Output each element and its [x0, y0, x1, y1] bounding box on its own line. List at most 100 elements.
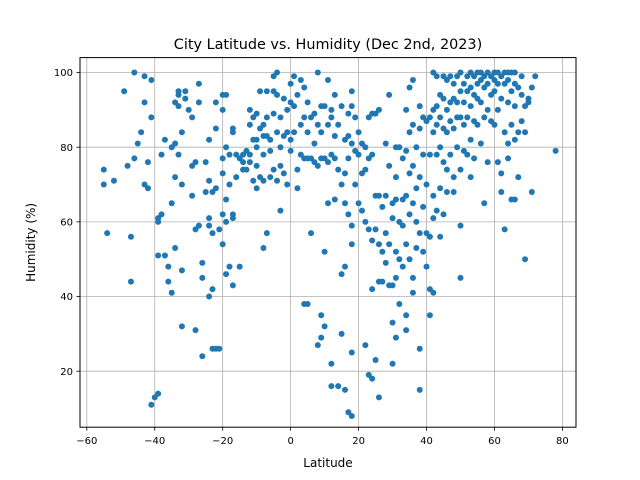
- data-point: [494, 159, 501, 166]
- data-point: [311, 140, 318, 147]
- data-point: [144, 159, 151, 166]
- data-point: [491, 88, 498, 95]
- data-point: [508, 121, 515, 128]
- data-point: [413, 185, 420, 192]
- data-point: [185, 106, 192, 113]
- data-point: [518, 73, 525, 80]
- data-point: [192, 327, 199, 334]
- data-point: [243, 166, 250, 173]
- data-point: [440, 95, 447, 102]
- data-point: [236, 263, 243, 270]
- data-point: [246, 106, 253, 113]
- data-point: [386, 241, 393, 248]
- data-point: [406, 84, 413, 91]
- data-point: [148, 77, 155, 83]
- data-point: [148, 401, 155, 408]
- data-point: [294, 91, 301, 98]
- data-point: [246, 121, 253, 128]
- y-tick-label: 100: [54, 68, 73, 79]
- data-point: [209, 230, 216, 237]
- data-point: [399, 222, 406, 229]
- data-point: [505, 140, 512, 147]
- data-point: [338, 330, 345, 337]
- data-point: [508, 88, 515, 95]
- data-point: [430, 215, 437, 222]
- data-point: [481, 114, 488, 121]
- data-point: [392, 174, 399, 181]
- data-point: [138, 129, 145, 136]
- data-point: [287, 80, 294, 87]
- data-point: [522, 129, 529, 136]
- data-point: [229, 129, 236, 136]
- data-point: [430, 129, 437, 136]
- data-point: [325, 159, 331, 166]
- x-tick-label: 0: [287, 436, 293, 447]
- x-tick-label: 20: [352, 436, 365, 447]
- data-point: [392, 196, 399, 203]
- data-point: [348, 103, 355, 110]
- y-tick-label: 80: [60, 143, 73, 154]
- data-point: [409, 162, 416, 169]
- data-point: [229, 215, 236, 222]
- data-point: [392, 248, 399, 255]
- data-point: [127, 278, 134, 285]
- data-point: [511, 196, 518, 203]
- data-point: [284, 106, 291, 113]
- data-point: [341, 170, 348, 177]
- data-point: [396, 301, 403, 307]
- data-point: [219, 170, 226, 177]
- data-point: [206, 136, 213, 143]
- data-point: [501, 226, 508, 233]
- data-point: [172, 245, 179, 251]
- data-point: [206, 177, 213, 184]
- data-point: [277, 162, 284, 169]
- data-point: [420, 151, 427, 158]
- data-point: [389, 319, 396, 326]
- data-point: [392, 274, 399, 281]
- data-point: [158, 211, 165, 218]
- data-point: [199, 274, 206, 281]
- data-point: [372, 226, 379, 233]
- data-point: [481, 200, 488, 207]
- data-point: [318, 334, 325, 341]
- data-point: [355, 129, 362, 136]
- data-point: [155, 252, 162, 259]
- data-point: [206, 293, 213, 300]
- data-point: [202, 189, 209, 195]
- data-point: [406, 170, 413, 177]
- data-point: [406, 129, 413, 136]
- data-point: [454, 144, 461, 151]
- data-point: [528, 84, 535, 91]
- data-point: [464, 114, 471, 121]
- data-point: [338, 103, 345, 110]
- data-point: [246, 151, 253, 158]
- data-point: [314, 342, 321, 349]
- data-point: [498, 170, 505, 177]
- data-point: [528, 189, 535, 195]
- data-point: [223, 196, 230, 203]
- data-point: [511, 69, 518, 76]
- data-point: [552, 147, 559, 154]
- data-point: [277, 114, 284, 121]
- data-point: [219, 155, 226, 162]
- data-point: [331, 133, 338, 139]
- data-point: [253, 136, 260, 143]
- data-point: [182, 95, 189, 102]
- data-point: [178, 323, 185, 330]
- data-point: [304, 129, 311, 136]
- data-point: [121, 88, 128, 95]
- data-point: [403, 106, 410, 113]
- x-tick-label: 80: [556, 436, 569, 447]
- data-point: [348, 413, 355, 419]
- data-point: [420, 248, 427, 255]
- data-point: [518, 91, 525, 98]
- data-point: [314, 162, 321, 169]
- data-point: [369, 286, 376, 293]
- data-point: [223, 91, 230, 98]
- data-point: [345, 155, 352, 162]
- x-axis-label: Latitude: [303, 456, 352, 470]
- data-point: [338, 181, 345, 188]
- data-point: [437, 114, 444, 121]
- data-point: [287, 136, 294, 143]
